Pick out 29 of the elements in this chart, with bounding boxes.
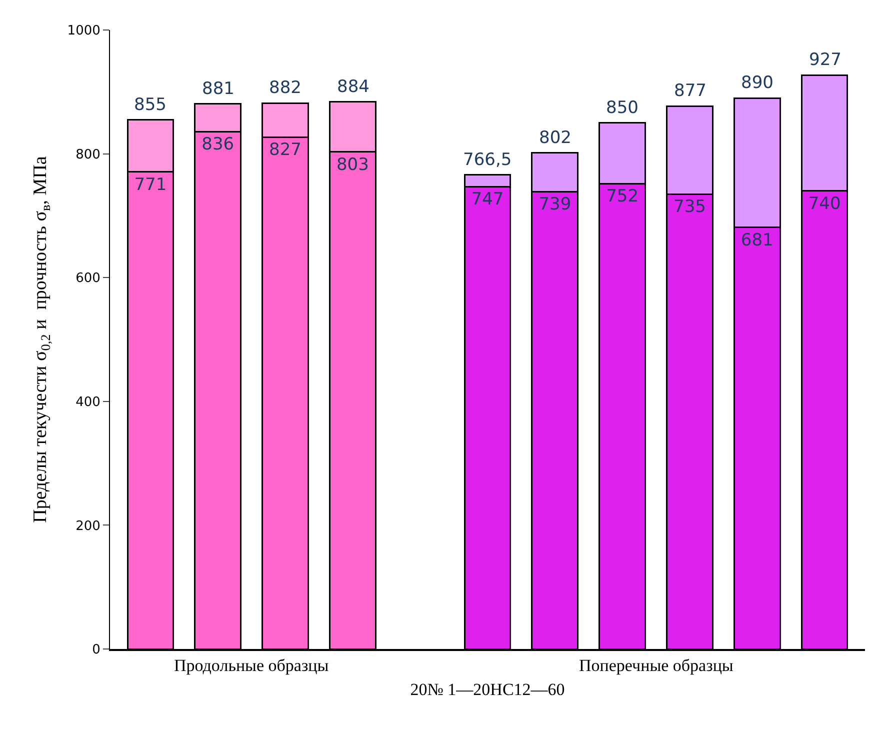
data-label: 739 (538, 194, 572, 215)
y-tick-label: 600 (76, 271, 100, 286)
total-label: 855 (134, 95, 166, 115)
data-label: 803 (336, 154, 369, 175)
y-tick-label: 200 (76, 518, 100, 534)
data-label: 681 (740, 230, 774, 250)
total-label: 881 (202, 79, 234, 99)
text: Поперечные образцы (579, 656, 734, 675)
y-tick-label: 400 (76, 394, 100, 410)
y-tick-label: 800 (76, 147, 100, 162)
data-label: 740 (808, 194, 841, 214)
x-axis-title: 20№ 1—20НС12—60 (410, 680, 565, 700)
data-label: 827 (269, 140, 302, 160)
total-label: 884 (337, 77, 370, 97)
total-label: 927 (809, 50, 842, 70)
y-tick-label: 0 (92, 642, 100, 658)
data-label: 771 (134, 174, 167, 195)
total-label: 882 (269, 78, 302, 98)
y-tick-label: 1000 (67, 24, 100, 39)
data-label: 752 (606, 186, 639, 207)
total-label: 766,5 (463, 150, 512, 170)
total-label: 802 (539, 128, 572, 148)
total-label: 877 (674, 81, 706, 101)
total-label: 850 (606, 98, 638, 118)
data-label: 735 (674, 197, 706, 218)
text: Продольные образцы (174, 656, 330, 675)
data-label: 836 (202, 134, 234, 155)
data-label: 747 (471, 190, 504, 210)
total-label: 890 (741, 73, 774, 93)
